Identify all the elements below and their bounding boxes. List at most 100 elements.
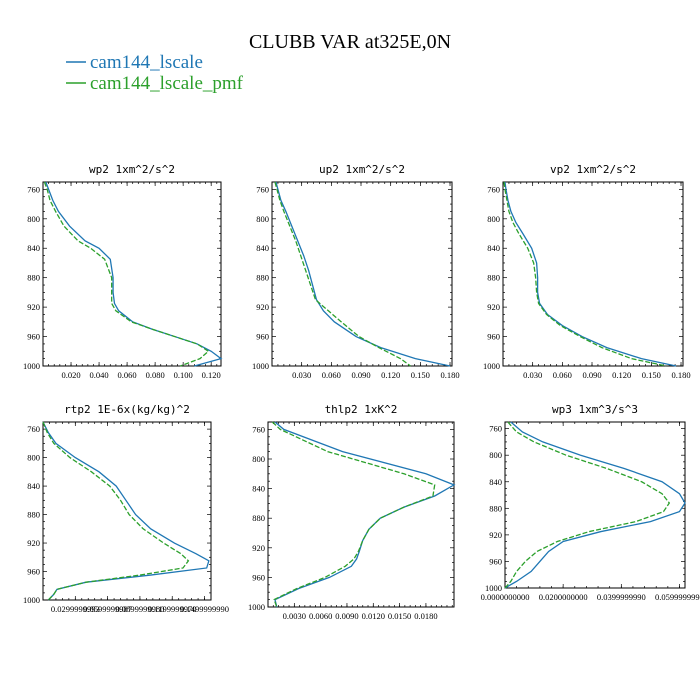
y-tick-label: 760 <box>252 424 265 434</box>
y-tick-label: 880 <box>27 273 40 283</box>
series-line-cam144-lscale-pmf <box>271 421 436 608</box>
x-tick-label: 0.120 <box>381 370 400 380</box>
y-tick-label: 920 <box>489 530 502 540</box>
x-tick-label: 0.0060 <box>309 611 332 621</box>
y-tick-label: 880 <box>489 503 502 513</box>
panel-2: up2 1xm^2/s^2 760 800 840 880 920 960 1000 0.030… <box>252 163 460 380</box>
y-tick-label: 840 <box>27 243 40 253</box>
y-tick-label: 840 <box>489 477 502 487</box>
x-tick-label: 0.150 <box>642 370 661 380</box>
y-tick-label: 1000 <box>252 361 269 371</box>
y-tick-label: 840 <box>252 484 265 494</box>
plot-frame <box>504 421 686 589</box>
x-tick-label: 0.090 <box>351 370 370 380</box>
panel-title: up2 1xm^2/s^2 <box>319 163 405 176</box>
y-tick-label: 960 <box>256 332 269 342</box>
y-tick-label: 760 <box>489 424 502 434</box>
x-tick-label: 0.080 <box>146 370 165 380</box>
x-tick-label: 0.0180 <box>414 611 437 621</box>
x-tick-label: 0.0399999990 <box>597 592 646 602</box>
x-tick-label: 0.0599999987 <box>83 604 132 614</box>
series-line-cam144-lscale <box>504 421 686 589</box>
x-tick-label: 0.180 <box>440 370 459 380</box>
y-tick-label: 1000 <box>483 361 500 371</box>
x-tick-label: 0.120 <box>202 370 221 380</box>
y-tick-label: 800 <box>256 214 269 224</box>
x-tick-label: 0.180 <box>671 370 690 380</box>
plot-frame <box>502 181 684 367</box>
panel-4: rtp2 1E-6x(kg/kg)^2 760 800 840 880 920 960 100… <box>23 403 229 614</box>
x-tick-label: 0.120 <box>612 370 631 380</box>
y-tick-label: 800 <box>252 454 265 464</box>
y-tick-label: 840 <box>27 481 40 491</box>
panel-1: wp2 1xm^2/s^2 760 800 840 880 920 960 1000 0.020… <box>23 163 223 380</box>
x-tick-label: 0.1499999990 <box>180 604 229 614</box>
y-tick-label: 800 <box>27 214 40 224</box>
y-tick-label: 760 <box>256 184 269 194</box>
y-tick-label: 800 <box>487 214 500 224</box>
panel-title: rtp2 1E-6x(kg/kg)^2 <box>64 403 190 416</box>
y-tick-label: 960 <box>489 556 502 566</box>
plot-frame <box>271 181 453 367</box>
x-tick-label: 0.020 <box>61 370 80 380</box>
plot-frame <box>42 181 222 367</box>
x-tick-label: 0.0299999993 <box>51 604 100 614</box>
y-tick-label: 800 <box>27 453 40 463</box>
y-tick-label: 760 <box>27 424 40 434</box>
x-tick-label: 0.060 <box>553 370 572 380</box>
x-tick-label: 0.090 <box>582 370 601 380</box>
y-tick-label: 800 <box>489 450 502 460</box>
panel-title: wp3 1xm^3/s^3 <box>552 403 638 416</box>
y-tick-label: 880 <box>27 510 40 520</box>
y-tick-label: 920 <box>27 538 40 548</box>
legend-label-cam144-lscale-pmf: cam144_lscale_pmf <box>90 73 244 94</box>
panel-title: vp2 1xm^2/s^2 <box>550 163 636 176</box>
panel-title: thlp2 1xK^2 <box>325 403 398 416</box>
y-tick-label: 760 <box>487 184 500 194</box>
plot-frame <box>267 421 455 608</box>
y-tick-label: 1000 <box>23 361 40 371</box>
x-tick-label: 0.0899999980 <box>115 604 164 614</box>
legend-label-cam144-lscale: cam144_lscale <box>90 52 203 73</box>
y-tick-label: 960 <box>27 567 40 577</box>
x-tick-label: 0.0120 <box>362 611 385 621</box>
panel-title: wp2 1xm^2/s^2 <box>89 163 175 176</box>
y-tick-label: 840 <box>487 243 500 253</box>
y-tick-label: 1000 <box>248 602 265 612</box>
series-line-cam144-lscale <box>504 181 677 367</box>
panel-6: wp3 1xm^3/s^3 760 800 840 880 920 960 10000.000… <box>481 403 700 602</box>
y-tick-label: 840 <box>256 243 269 253</box>
series-line-cam144-lscale-pmf <box>504 421 671 589</box>
panels: wp2 1xm^2/s^2 760 800 840 880 920 960 1000 0.020… <box>23 163 700 621</box>
y-tick-label: 880 <box>252 513 265 523</box>
x-tick-label: 0.060 <box>118 370 137 380</box>
legend: cam144_lscale cam144_lscale_pmf <box>66 52 244 94</box>
x-tick-label: 0.150 <box>411 370 430 380</box>
x-tick-label: 0.0030 <box>283 611 306 621</box>
y-tick-label: 920 <box>252 543 265 553</box>
figure-title: CLUBB VAR at325E,0N <box>249 31 451 53</box>
y-tick-label: 920 <box>27 302 40 312</box>
x-tick-label: 0.030 <box>523 370 542 380</box>
x-tick-label: 0.060 <box>322 370 341 380</box>
series-line-cam144-lscale-pmf <box>42 421 190 601</box>
y-tick-label: 920 <box>256 302 269 312</box>
x-tick-label: 0.0200000000 <box>539 592 588 602</box>
y-tick-label: 880 <box>487 273 500 283</box>
series-line-cam144-lscale <box>45 181 223 367</box>
x-tick-label: 0.100 <box>174 370 193 380</box>
series-line-cam144-lscale-pmf <box>274 181 411 367</box>
series-line-cam144-lscale-pmf <box>503 181 667 367</box>
y-tick-label: 1000 <box>23 595 40 605</box>
y-tick-label: 1000 <box>485 583 502 593</box>
x-tick-label: 0.0150 <box>388 611 411 621</box>
y-tick-label: 960 <box>27 332 40 342</box>
y-tick-label: 960 <box>487 332 500 342</box>
x-tick-label: 0.0599999990 <box>655 592 700 602</box>
x-tick-label: 0.1199999970 <box>148 604 197 614</box>
x-tick-label: 0.0090 <box>335 611 358 621</box>
y-tick-label: 760 <box>27 184 40 194</box>
